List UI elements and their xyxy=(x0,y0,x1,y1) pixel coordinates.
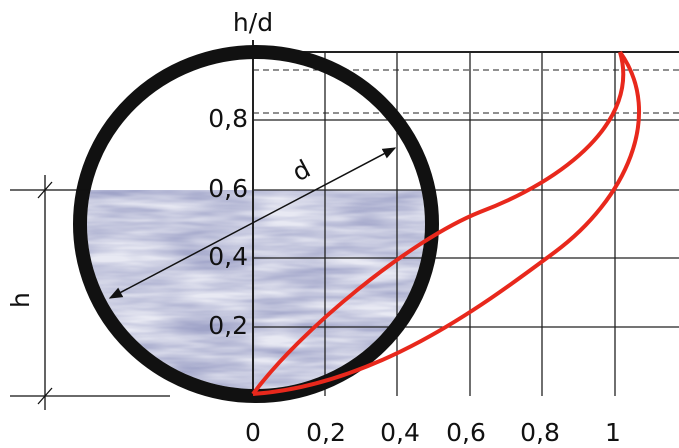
x-tick-label: 0 xyxy=(245,418,261,447)
water xyxy=(87,190,425,389)
x-ticks: 0 0,2 0,4 0,6 0,8 1 xyxy=(245,418,621,447)
y-tick-label: 0,6 xyxy=(208,174,248,203)
x-tick-label: 0,4 xyxy=(380,418,420,447)
diameter-label: d xyxy=(287,154,315,187)
y-ticks: 0,2 0,4 0,6 0,8 xyxy=(208,104,248,340)
diameter-arrow xyxy=(108,147,397,299)
x-tick-label: 0,8 xyxy=(520,418,560,447)
x-tick-label: 0,6 xyxy=(446,418,486,447)
y-tick-label: 0,4 xyxy=(208,242,248,271)
depth-label: h xyxy=(6,292,35,308)
depth-dimension xyxy=(10,175,170,410)
x-tick-label: 1 xyxy=(605,418,621,447)
axis-title: h/d xyxy=(233,8,273,37)
pipe xyxy=(73,45,439,403)
y-tick-label: 0,8 xyxy=(208,104,248,133)
curves xyxy=(251,50,642,396)
x-tick-label: 0,2 xyxy=(306,418,346,447)
y-tick-label: 0,2 xyxy=(208,311,248,340)
